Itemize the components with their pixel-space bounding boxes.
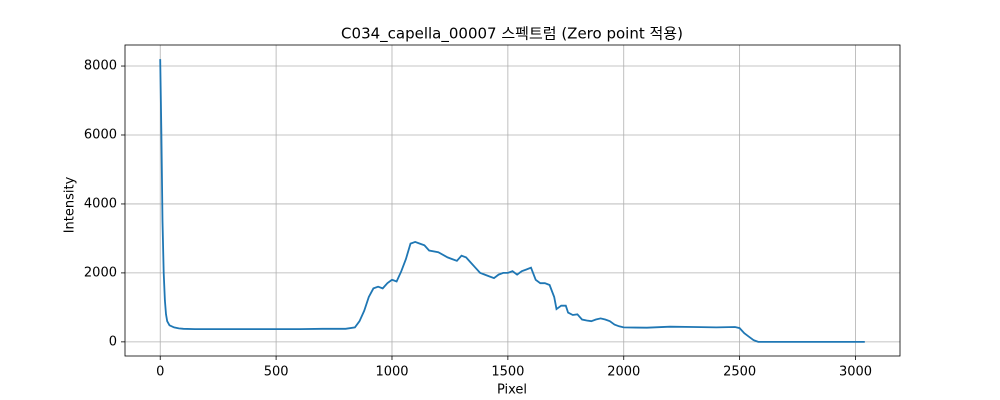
x-tick-label: 2500 <box>723 365 756 380</box>
x-tick-label: 3000 <box>839 365 872 380</box>
y-tick-label: 6000 <box>84 127 117 142</box>
y-tick-label: 2000 <box>84 265 117 280</box>
x-tick-label: 2000 <box>607 365 640 380</box>
plot-frame <box>124 44 901 357</box>
x-tick-label: 1000 <box>375 365 408 380</box>
x-tick-label: 1500 <box>491 365 524 380</box>
y-tick-label: 0 <box>109 334 117 349</box>
data-line <box>159 59 865 343</box>
x-axis-label: Pixel <box>497 383 527 398</box>
x-tick-label: 500 <box>264 365 289 380</box>
x-tick-label: 0 <box>156 365 164 380</box>
y-tick-label: 4000 <box>84 196 117 211</box>
chart-title: C034_capella_00007 스펙트럼 (Zero point 적용) <box>341 25 683 44</box>
y-axis-label: Intensity <box>63 176 78 233</box>
y-tick-label: 8000 <box>84 59 117 74</box>
